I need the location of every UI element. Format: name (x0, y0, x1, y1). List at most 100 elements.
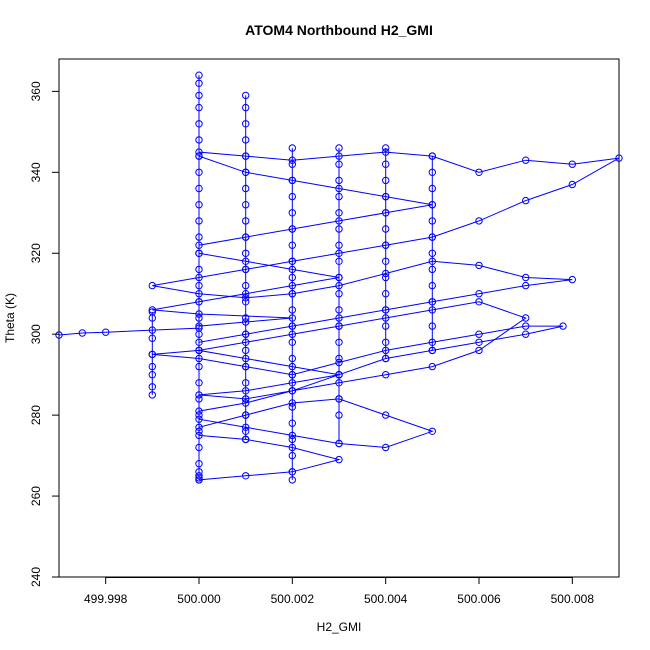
data-point (428, 346, 436, 355)
data-point (242, 330, 250, 338)
x-tick-label: 500.002 (271, 592, 315, 606)
data-point (195, 249, 203, 258)
data-point (335, 273, 343, 282)
data-point (288, 176, 296, 185)
data-point (195, 330, 203, 338)
data-point (335, 395, 343, 403)
x-tick-label: 500.004 (364, 592, 408, 606)
data-point (288, 273, 296, 282)
data-point (78, 329, 87, 337)
x-axis: 499.998 500.000 500.002 500.004 500.006 500.0… (84, 577, 594, 606)
data-point (148, 383, 157, 391)
series (335, 144, 343, 448)
series (195, 71, 203, 484)
data-point (522, 196, 530, 205)
data-point (288, 476, 296, 484)
data-point (195, 265, 203, 274)
data-point (242, 249, 250, 258)
data-point (242, 103, 250, 112)
data-point (242, 472, 250, 480)
data-point (195, 474, 203, 482)
data-point (335, 225, 343, 233)
data-point (335, 455, 343, 464)
y-tick-label: 240 (29, 567, 43, 587)
y-tick-label: 340 (29, 162, 43, 182)
data-point (195, 168, 203, 177)
series (428, 152, 436, 355)
data-point (559, 322, 567, 330)
data-point (382, 354, 390, 363)
data-point (428, 184, 436, 193)
data-point (242, 435, 250, 444)
data-point (382, 241, 390, 249)
data-point (382, 160, 390, 168)
data-point (288, 371, 296, 379)
data-point (382, 273, 390, 282)
data-point (148, 314, 157, 322)
data-point (242, 411, 250, 419)
data-point (195, 136, 203, 144)
data-point (288, 451, 296, 460)
data-point (148, 334, 157, 342)
series (382, 144, 390, 363)
data-point (335, 176, 343, 185)
data-point (335, 144, 343, 152)
data-point (102, 328, 110, 336)
data-point (335, 354, 343, 363)
data-point (382, 443, 390, 452)
y-axis-label: Theta (K) (3, 293, 17, 343)
data-point (242, 168, 250, 177)
series (148, 308, 157, 399)
data-point (242, 314, 250, 322)
data-point (475, 346, 483, 355)
data-point (475, 168, 483, 177)
data-point (382, 192, 390, 201)
data-point (335, 371, 343, 379)
data-point (242, 184, 250, 193)
data-point (195, 103, 203, 112)
data-point (522, 273, 530, 282)
data-point (242, 217, 250, 225)
data-point (195, 233, 203, 241)
data-point (428, 249, 436, 258)
data-point (475, 261, 483, 270)
data-point (195, 152, 203, 160)
data-point (428, 265, 436, 274)
y-tick-label: 320 (29, 243, 43, 263)
data-point (522, 314, 530, 322)
data-point (335, 411, 343, 419)
data-point (288, 160, 296, 168)
data-point (242, 120, 250, 128)
data-point (288, 338, 296, 346)
data-point (475, 298, 483, 306)
data-point (335, 257, 343, 265)
data-point (475, 330, 483, 338)
series-line (58, 151, 620, 481)
data-point (288, 419, 296, 427)
data-point (428, 281, 436, 290)
x-tick-label: 500.008 (551, 592, 595, 606)
data-point (428, 217, 436, 225)
data-point (568, 180, 576, 189)
data-point (475, 338, 483, 346)
data-point (288, 290, 296, 298)
data-point (195, 362, 203, 371)
data-point (195, 184, 203, 193)
y-tick-label: 260 (29, 486, 43, 506)
data-point (242, 427, 250, 435)
data-point (242, 136, 250, 144)
data-point (428, 322, 436, 330)
data-point (428, 152, 436, 160)
data-point (195, 298, 203, 306)
data-point (288, 435, 296, 444)
data-point (428, 201, 436, 209)
data-point (428, 298, 436, 306)
data-point (242, 346, 250, 355)
data-point (195, 427, 203, 435)
data-point (335, 439, 343, 448)
data-point (382, 144, 390, 152)
data-point (382, 176, 390, 185)
data-point (195, 346, 203, 355)
